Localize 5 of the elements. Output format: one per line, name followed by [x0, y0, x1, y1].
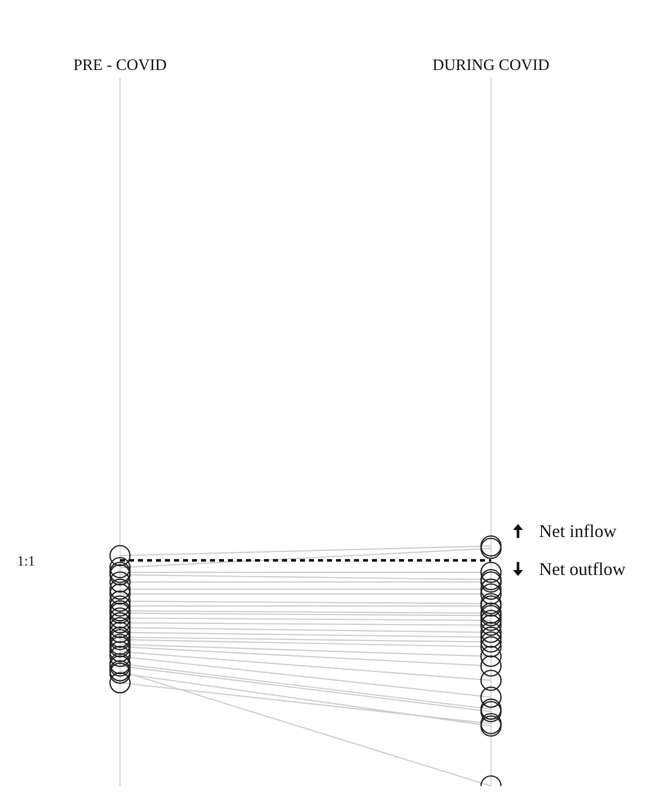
- x-tick-label: PRE - COVID: [73, 57, 167, 74]
- annotation: Net outflow: [539, 558, 626, 580]
- text: Net inflow: [539, 520, 616, 542]
- ref-line-label: 1:1: [17, 554, 35, 570]
- x-tick-label: DURING COVID: [432, 57, 550, 74]
